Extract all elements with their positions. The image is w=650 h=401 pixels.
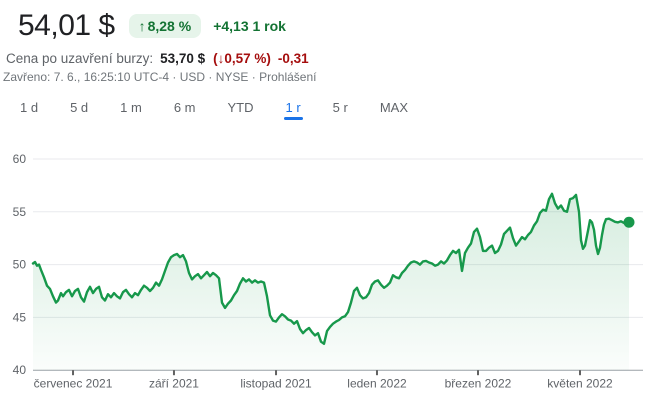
tab-ytd[interactable]: YTD — [226, 100, 256, 124]
x-axis-label-1: září 2021 — [149, 377, 199, 391]
disclaimer-link[interactable]: Prohlášení — [259, 70, 317, 84]
x-axis-label-3: leden 2022 — [347, 377, 407, 391]
tab-5-r[interactable]: 5 r — [331, 100, 350, 124]
x-axis-label-5: květen 2022 — [547, 377, 613, 391]
tab-6-m[interactable]: 6 m — [172, 100, 198, 124]
after-hours-price: 53,70 $ — [160, 51, 206, 66]
y-axis-label-40: 40 — [13, 363, 27, 377]
after-hours-absolute-change: -0,31 — [277, 51, 309, 66]
absolute-change-label: +4,13 1 rok — [213, 18, 286, 34]
x-axis-label-0: červenec 2021 — [34, 377, 113, 391]
after-hours-percent-change: (↓0,57 %) — [213, 51, 271, 66]
market-status-row: Zavřeno: 7. 6., 16:25:10 UTC-4 · USD · N… — [3, 70, 650, 84]
after-hours-row: Cena po uzavření burzy: 53,70 $ (↓0,57 %… — [6, 51, 650, 66]
y-axis-label-50: 50 — [13, 258, 27, 272]
x-axis-label-2: listopad 2021 — [240, 377, 312, 391]
price-header: 54,01 $ ↑ 8,28 % +4,13 1 rok — [18, 8, 650, 44]
market-status-text: Zavřeno: 7. 6., 16:25:10 UTC-4 · USD · N… — [3, 70, 256, 84]
tab-1-m[interactable]: 1 m — [118, 100, 144, 124]
y-axis-label-45: 45 — [13, 310, 27, 324]
price-chart-area[interactable]: 60 55 50 45 40 červenec 2021 září 2021 listopad… — [0, 138, 650, 401]
tab-1-r[interactable]: 1 r — [283, 100, 303, 124]
y-axis-label-55: 55 — [13, 205, 27, 219]
up-arrow-icon: ↑ — [138, 18, 146, 34]
percent-change-badge: ↑ 8,28 % — [128, 14, 202, 38]
percent-change-value: 8,28 % — [147, 18, 192, 34]
tab-1-d[interactable]: 1 d — [18, 100, 40, 124]
time-range-tabs: 1 d 5 d 1 m 6 m YTD 1 r 5 r MAX — [18, 98, 650, 124]
tab-max[interactable]: MAX — [378, 100, 410, 124]
tab-5-d[interactable]: 5 d — [68, 100, 90, 124]
price-area-fill — [33, 193, 629, 371]
finance-quote-widget: 54,01 $ ↑ 8,28 % +4,13 1 rok Cena po uzav… — [0, 8, 650, 401]
price-chart[interactable]: 60 55 50 45 40 červenec 2021 září 2021 listopad… — [0, 138, 650, 401]
current-price: 54,01 $ — [18, 9, 115, 42]
price-line — [31, 192, 631, 345]
latest-price-dot — [623, 216, 635, 228]
after-hours-label: Cena po uzavření burzy: — [6, 51, 154, 66]
y-axis-label-60: 60 — [13, 152, 27, 166]
x-axis-label-4: březen 2022 — [445, 377, 512, 391]
